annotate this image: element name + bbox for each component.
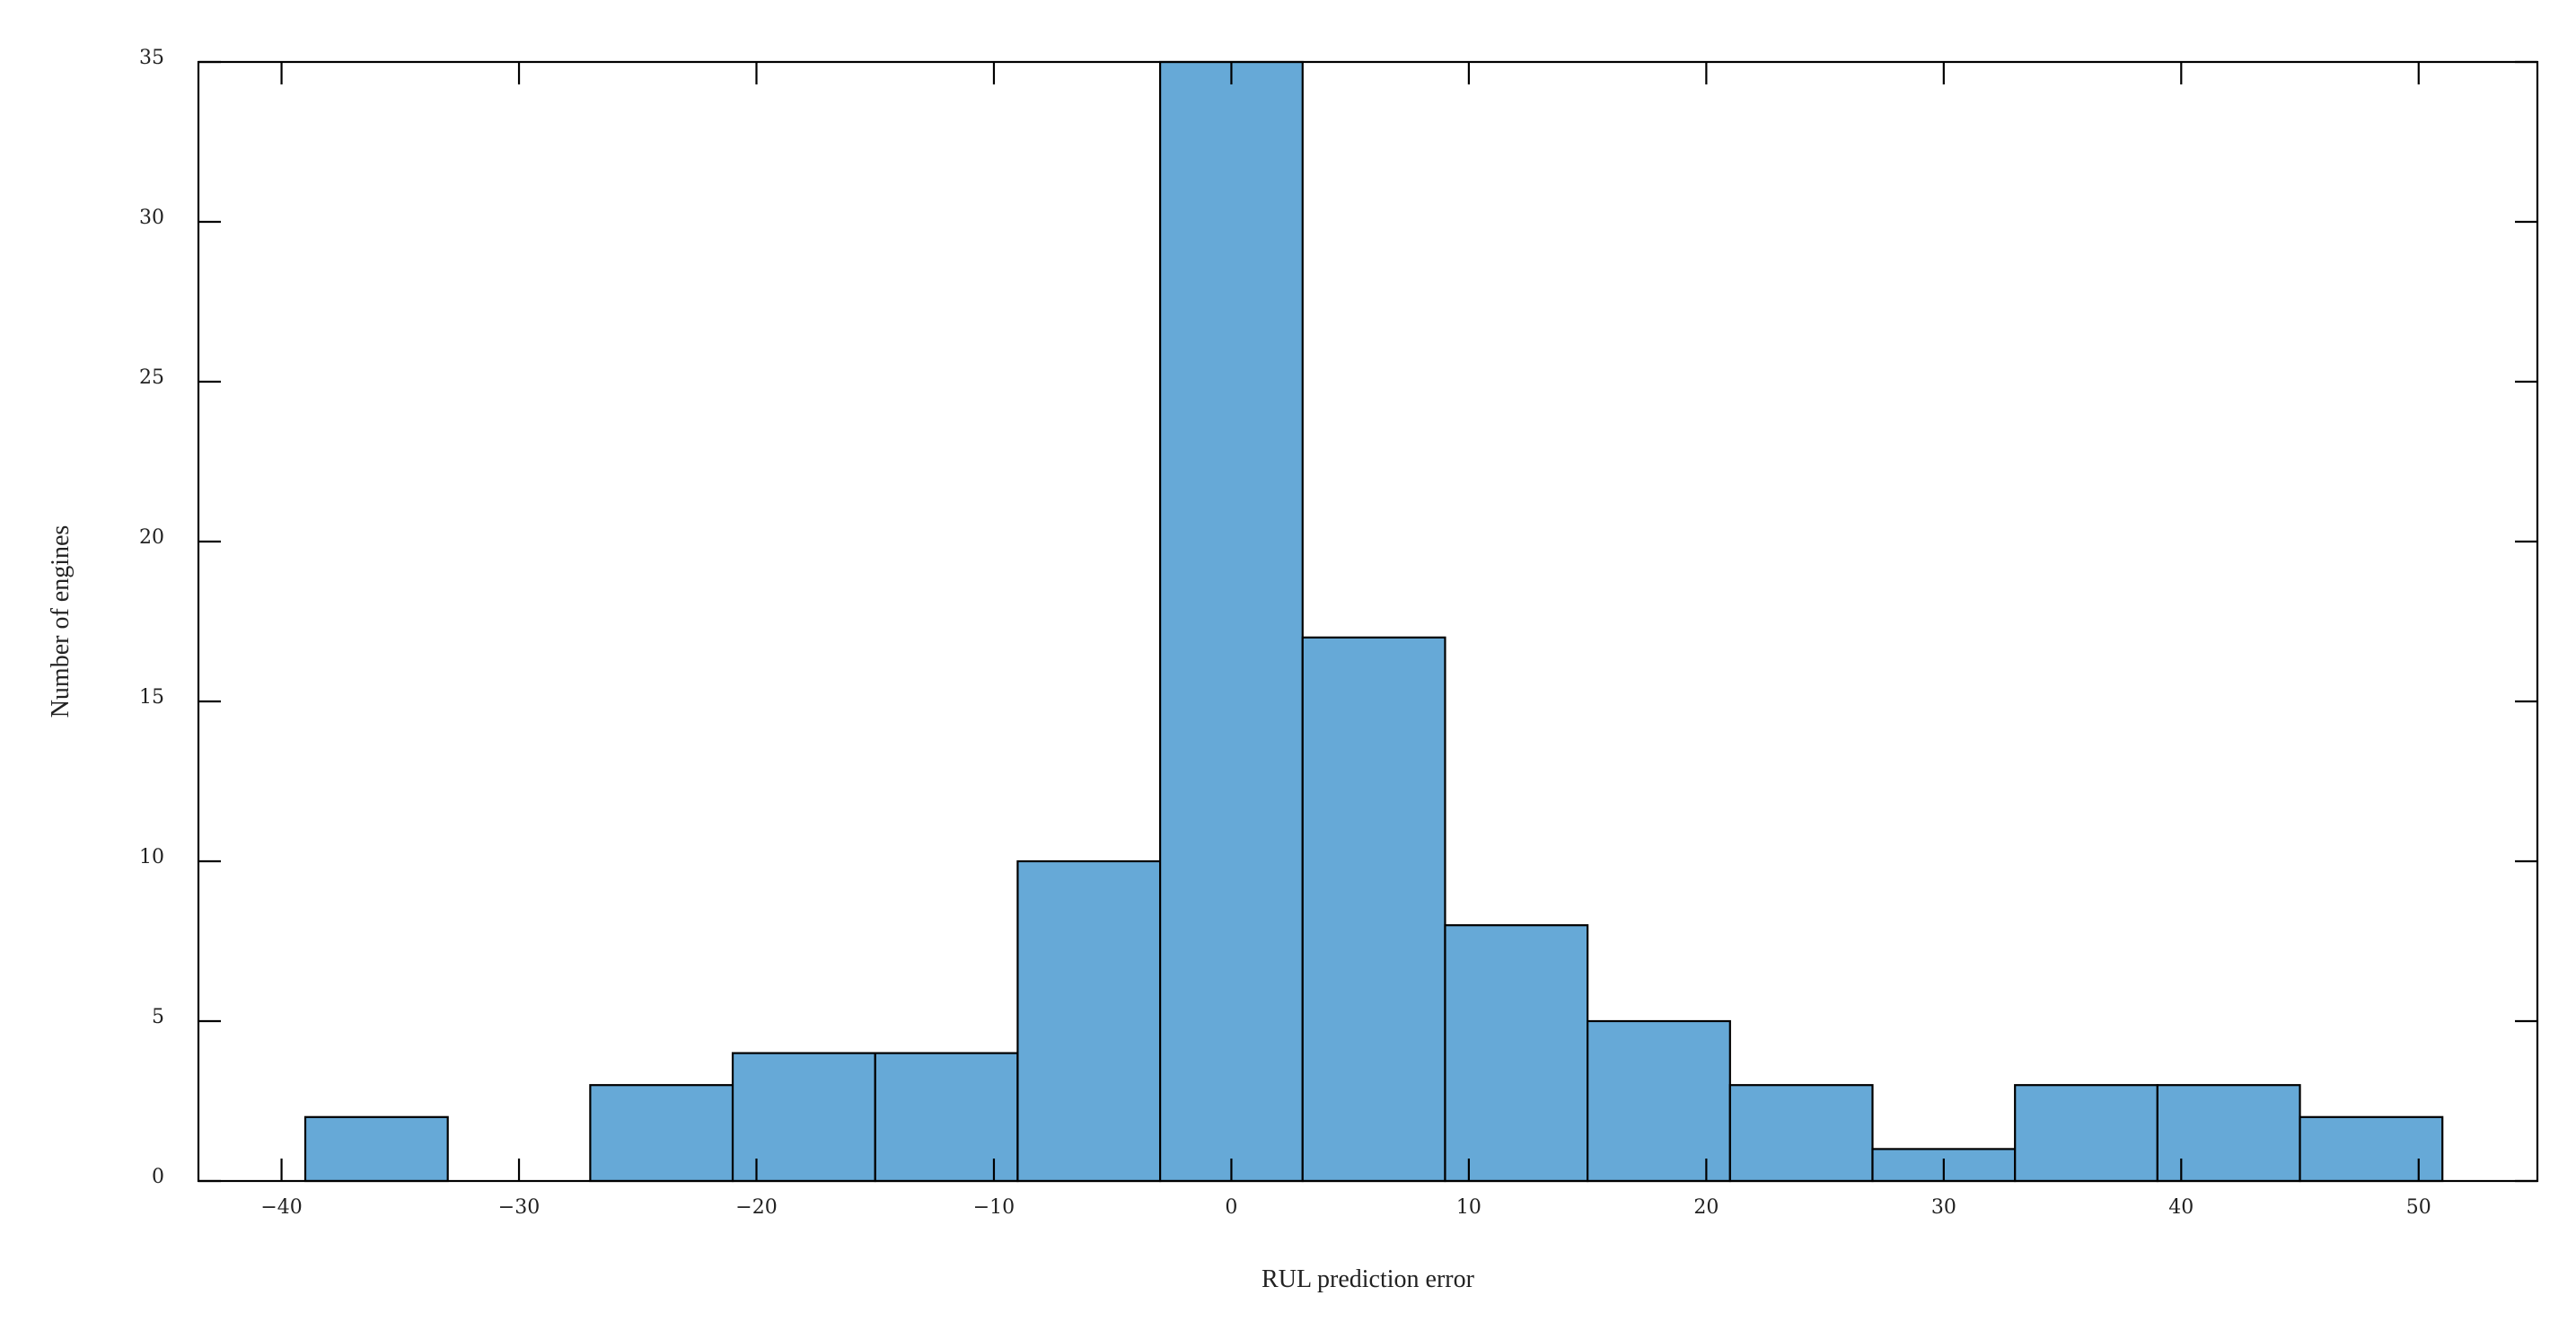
bars-group bbox=[303, 60, 2444, 1183]
x-axis-label: RUL prediction error bbox=[1262, 1265, 1475, 1293]
histogram-bar-4 bbox=[874, 1052, 1019, 1183]
x-tick-label-9: 50 bbox=[2406, 1196, 2431, 1219]
y-tick-label-1: 5 bbox=[152, 1006, 164, 1028]
x-tick-label-2: −20 bbox=[735, 1196, 777, 1219]
histogram-bar-0 bbox=[303, 1115, 449, 1183]
plot-frame bbox=[197, 60, 2539, 1183]
histogram-bar-7 bbox=[1301, 636, 1446, 1183]
y-tick-labels: 0 5 10 15 20 25 30 35 bbox=[139, 47, 164, 1188]
x-tick-labels: −40 −30 −20 −10 0 10 20 30 40 50 bbox=[260, 1196, 2431, 1219]
x-tick-label-3: −10 bbox=[973, 1196, 1015, 1219]
histogram-bar-6 bbox=[1158, 60, 1304, 1183]
histogram-bar-8 bbox=[1444, 924, 1589, 1183]
x-tick-label-1: −30 bbox=[498, 1196, 540, 1219]
histogram-bar-14 bbox=[2299, 1115, 2444, 1183]
histogram-bar-9 bbox=[1587, 1019, 1731, 1183]
x-tick-label-4: 0 bbox=[1225, 1196, 1237, 1219]
y-tick-label-5: 25 bbox=[139, 366, 164, 389]
y-tick-label-2: 10 bbox=[139, 846, 164, 868]
y-tick-label-6: 30 bbox=[139, 207, 164, 229]
x-tick-label-8: 40 bbox=[2168, 1196, 2194, 1219]
histogram-bar-2 bbox=[589, 1084, 734, 1183]
histogram-bar-5 bbox=[1016, 859, 1162, 1183]
y-axis-label: Number of engines bbox=[47, 525, 75, 718]
x-tick-label-6: 20 bbox=[1693, 1196, 1719, 1219]
y-tick-label-0: 0 bbox=[152, 1166, 164, 1188]
x-tick-label-0: −40 bbox=[260, 1196, 302, 1219]
y-tick-label-4: 20 bbox=[139, 526, 164, 549]
x-tick-label-7: 30 bbox=[1931, 1196, 1956, 1219]
x-tick-label-5: 10 bbox=[1456, 1196, 1481, 1219]
histogram-bar-13 bbox=[2156, 1084, 2301, 1183]
y-tick-label-7: 35 bbox=[139, 47, 164, 69]
histogram-bar-3 bbox=[731, 1052, 876, 1183]
histogram-bar-12 bbox=[2014, 1084, 2158, 1183]
histogram-bar-10 bbox=[1728, 1084, 1874, 1183]
y-tick-label-3: 15 bbox=[139, 686, 164, 709]
